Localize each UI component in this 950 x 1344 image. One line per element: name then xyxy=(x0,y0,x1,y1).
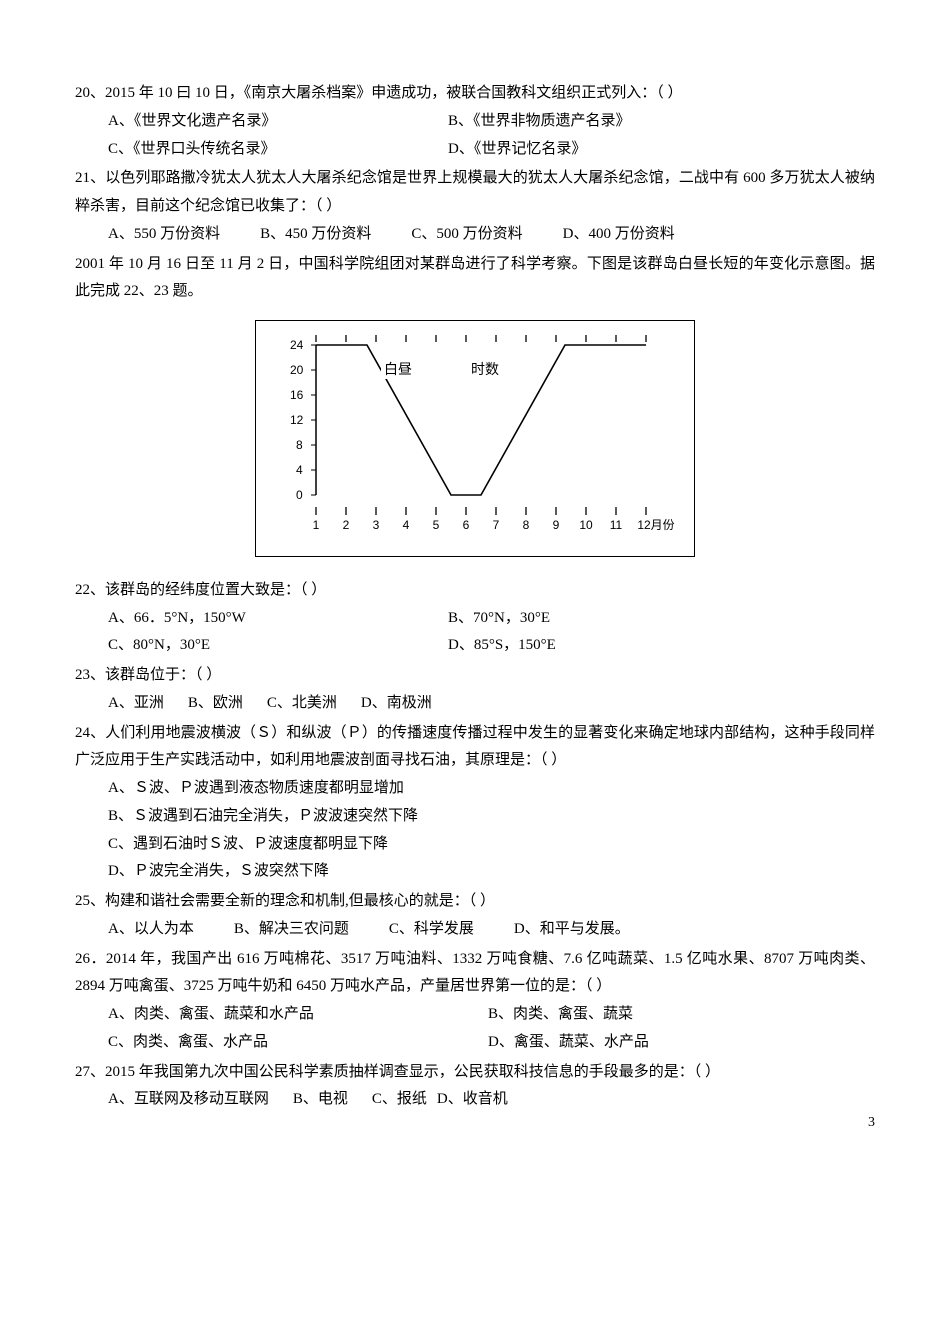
xtick-2: 2 xyxy=(343,518,350,532)
ytick-4: 4 xyxy=(296,463,303,477)
q22-d: D、85°S，150°E xyxy=(448,632,556,660)
ytick-0: 0 xyxy=(296,488,303,502)
q23-options: A、亚洲 B、欧洲 C、北美洲 D、南极洲 xyxy=(75,690,875,718)
xtick-11: 11 xyxy=(610,518,623,532)
q25-c: C、科学发展 xyxy=(389,916,474,944)
q24-d: D、Ｐ波完全消失，Ｓ波突然下降 xyxy=(108,858,875,886)
chart-container: 24 20 16 12 8 4 0 xyxy=(75,320,875,557)
q25-options: A、以人为本 B、解决三农问题 C、科学发展 D、和平与发展。 xyxy=(75,916,875,944)
question-20: 20、2015 年 10 曰 10 日，《南京大屠杀档案》申遗成功，被联合国教科… xyxy=(75,80,875,163)
q24-c: C、遇到石油时Ｓ波、Ｐ波速度都明显下降 xyxy=(108,831,875,859)
q22-a: A、66．5°N，150°W xyxy=(108,605,448,633)
q23-a: A、亚洲 xyxy=(108,690,164,718)
stem-22-23: 2001 年 10 月 16 日至 11 月 2 日，中国科学院组团对某群岛进行… xyxy=(75,251,875,307)
q26-c: C、肉类、禽蛋、水产品 xyxy=(108,1029,488,1057)
q23-text: 23、该群岛位于：（ ） xyxy=(75,662,875,690)
question-21: 21、以色列耶路撒冷犹太人犹太人大屠杀纪念馆是世界上规模最大的犹太人大屠杀纪念馆… xyxy=(75,165,875,248)
xtick-3: 3 xyxy=(373,518,380,532)
q24-b: B、Ｓ波遇到石油完全消失，Ｐ波波速突然下降 xyxy=(108,803,875,831)
chart-label-right: 时数 xyxy=(471,362,499,378)
daylight-chart: 24 20 16 12 8 4 0 xyxy=(266,335,684,535)
q23-c: C、北美洲 xyxy=(267,690,337,718)
xtick-8: 8 xyxy=(523,518,530,532)
q20-c: C、《世界口头传统名录》 xyxy=(108,136,448,164)
q25-a: A、以人为本 xyxy=(108,916,194,944)
xtick-10: 10 xyxy=(579,518,593,532)
q23-d: D、南极洲 xyxy=(361,690,432,718)
xtick-9: 9 xyxy=(553,518,560,532)
xtick-6: 6 xyxy=(463,518,470,532)
ytick-12: 12 xyxy=(290,413,304,427)
q24-options: A、Ｓ波、Ｐ波遇到液态物质速度都明显增加 B、Ｓ波遇到石油完全消失，Ｐ波波速突然… xyxy=(75,775,875,886)
q24-text: 24、人们利用地震波横波（Ｓ）和纵波（Ｐ）的传播速度传播过程中发生的显著变化来确… xyxy=(75,720,875,776)
question-27: 27、2015 年我国第九次中国公民科学素质抽样调查显示，公民获取科技信息的手段… xyxy=(75,1059,875,1115)
q20-a: A、《世界文化遗产名录》 xyxy=(108,108,448,136)
q25-d: D、和平与发展。 xyxy=(514,916,630,944)
q20-text: 20、2015 年 10 曰 10 日，《南京大屠杀档案》申遗成功，被联合国教科… xyxy=(75,80,875,108)
question-23: 23、该群岛位于：（ ） A、亚洲 B、欧洲 C、北美洲 D、南极洲 xyxy=(75,662,875,718)
question-26: 26．2014 年，我国产出 616 万吨棉花、3517 万吨油料、1332 万… xyxy=(75,946,875,1057)
q24-a: A、Ｓ波、Ｐ波遇到液态物质速度都明显增加 xyxy=(108,775,875,803)
q21-d: D、400 万份资料 xyxy=(563,221,675,249)
question-25: 25、构建和谐社会需要全新的理念和机制,但最核心的就是：（ ） A、以人为本 B… xyxy=(75,888,875,944)
q23-b: B、欧洲 xyxy=(188,690,243,718)
xtick-12: 12月份 xyxy=(637,518,674,532)
xtick-1: 1 xyxy=(313,518,320,532)
q26-options: A、肉类、禽蛋、蔬菜和水产品 B、肉类、禽蛋、蔬菜 C、肉类、禽蛋、水产品 D、… xyxy=(75,1001,875,1057)
q27-options: A、互联网及移动互联网 B、电视 C、报纸 D、收音机 xyxy=(75,1086,875,1114)
q20-d: D、《世界记忆名录》 xyxy=(448,136,586,164)
question-22: 22、该群岛的经纬度位置大致是：（ ） A、66．5°N，150°W B、70°… xyxy=(75,577,875,660)
q21-b: B、450 万份资料 xyxy=(260,221,371,249)
q27-d: D、收音机 xyxy=(437,1086,508,1114)
q26-d: D、禽蛋、蔬菜、水产品 xyxy=(488,1029,649,1057)
q27-c: C、报纸 xyxy=(372,1086,427,1114)
q20-b: B、《世界非物质遗产名录》 xyxy=(448,108,631,136)
chart-border: 24 20 16 12 8 4 0 xyxy=(255,320,695,557)
ytick-16: 16 xyxy=(290,388,304,402)
question-24: 24、人们利用地震波横波（Ｓ）和纵波（Ｐ）的传播速度传播过程中发生的显著变化来确… xyxy=(75,720,875,887)
xtick-4: 4 xyxy=(403,518,410,532)
q21-text: 21、以色列耶路撒冷犹太人犹太人大屠杀纪念馆是世界上规模最大的犹太人大屠杀纪念馆… xyxy=(75,165,875,221)
q26-a: A、肉类、禽蛋、蔬菜和水产品 xyxy=(108,1001,488,1029)
q27-b: B、电视 xyxy=(293,1086,348,1114)
q26-text: 26．2014 年，我国产出 616 万吨棉花、3517 万吨油料、1332 万… xyxy=(75,946,875,1002)
q22-options: A、66．5°N，150°W B、70°N，30°E C、80°N，30°E D… xyxy=(75,605,875,661)
q22-c: C、80°N，30°E xyxy=(108,632,448,660)
chart-label-left: 白昼 xyxy=(384,362,412,378)
q21-a: A、550 万份资料 xyxy=(108,221,220,249)
page-number: 3 xyxy=(868,1110,875,1136)
xtick-7: 7 xyxy=(493,518,500,532)
q27-a: A、互联网及移动互联网 xyxy=(108,1086,269,1114)
q20-options: A、《世界文化遗产名录》 B、《世界非物质遗产名录》 C、《世界口头传统名录》 … xyxy=(75,108,875,164)
q25-b: B、解决三农问题 xyxy=(234,916,349,944)
q21-c: C、500 万份资料 xyxy=(411,221,522,249)
ytick-20: 20 xyxy=(290,363,304,377)
q25-text: 25、构建和谐社会需要全新的理念和机制,但最核心的就是：（ ） xyxy=(75,888,875,916)
q26-b: B、肉类、禽蛋、蔬菜 xyxy=(488,1001,633,1029)
ytick-24: 24 xyxy=(290,338,304,352)
q22-b: B、70°N，30°E xyxy=(448,605,550,633)
ytick-8: 8 xyxy=(296,438,303,452)
q22-text: 22、该群岛的经纬度位置大致是：（ ） xyxy=(75,577,875,605)
xtick-5: 5 xyxy=(433,518,440,532)
q21-options: A、550 万份资料 B、450 万份资料 C、500 万份资料 D、400 万… xyxy=(75,221,875,249)
q27-text: 27、2015 年我国第九次中国公民科学素质抽样调查显示，公民获取科技信息的手段… xyxy=(75,1059,875,1087)
